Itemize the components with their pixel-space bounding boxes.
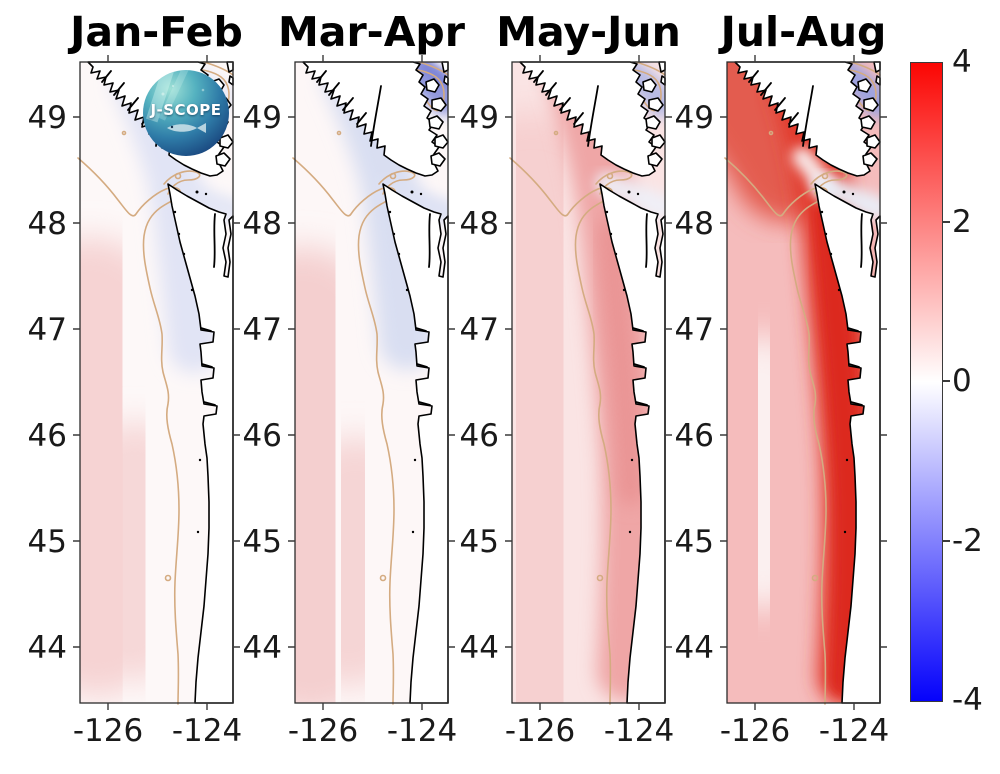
ytick-p4-47: 47	[674, 312, 714, 348]
ytick-p1-47: 47	[27, 312, 67, 348]
map-jan-feb	[72, 54, 241, 711]
map-panel-mar-apr	[287, 54, 456, 711]
colorbar-tick	[943, 380, 950, 382]
colorbar-label-n4: -4	[952, 682, 983, 718]
ytick-p4-46: 46	[674, 418, 714, 454]
xtick-p2-126: -126	[287, 713, 359, 749]
ytick-p2-49: 49	[242, 100, 282, 136]
xtick-p4-124: -124	[818, 713, 890, 749]
colorbar-label-0: 0	[952, 363, 972, 399]
ytick-p4-48: 48	[674, 206, 714, 242]
ytick-p3-46: 46	[459, 418, 499, 454]
ytick-p2-45: 45	[242, 524, 282, 560]
ytick-p3-49: 49	[459, 100, 499, 136]
map-mar-apr	[287, 54, 456, 711]
ytick-p4-49: 49	[674, 100, 714, 136]
map-jul-aug	[719, 54, 888, 711]
xtick-p3-124: -124	[603, 713, 675, 749]
panel-title-jul-aug: Jul-Aug	[720, 8, 887, 56]
ytick-p3-48: 48	[459, 206, 499, 242]
colorbar-label-4: 4	[952, 44, 972, 80]
colorbar-label-2: 2	[952, 204, 972, 240]
panel-title-may-jun: May-Jun	[496, 8, 681, 56]
ytick-p4-44: 44	[674, 630, 714, 666]
ytick-p2-44: 44	[242, 630, 282, 666]
ytick-p1-46: 46	[27, 418, 67, 454]
xtick-p2-124: -124	[386, 713, 458, 749]
ytick-p1-44: 44	[27, 630, 67, 666]
xtick-p4-126: -126	[719, 713, 791, 749]
map-panel-may-jun	[504, 54, 673, 711]
ytick-p3-44: 44	[459, 630, 499, 666]
map-may-jun	[504, 54, 673, 711]
xtick-p3-126: -126	[504, 713, 576, 749]
jscope-logo: J-SCOPE	[143, 70, 229, 156]
ytick-p3-47: 47	[459, 312, 499, 348]
logo-fish-icon	[161, 84, 206, 133]
colorbar-label-n2: -2	[952, 523, 983, 559]
ytick-p2-46: 46	[242, 418, 282, 454]
ytick-p1-48: 48	[27, 206, 67, 242]
ytick-p2-48: 48	[242, 206, 282, 242]
panel-title-mar-apr: Mar-Apr	[277, 8, 465, 56]
xtick-p1-126: -126	[72, 713, 144, 749]
map-panel-jan-feb	[72, 54, 241, 711]
colorbar-tick	[943, 540, 950, 542]
ytick-p1-45: 45	[27, 524, 67, 560]
map-panel-jul-aug	[719, 54, 888, 711]
logo-text: J-SCOPE	[150, 101, 222, 119]
xtick-p1-124: -124	[171, 713, 243, 749]
colorbar-tick	[943, 221, 950, 223]
ytick-p4-45: 45	[674, 524, 714, 560]
ytick-p1-49: 49	[27, 100, 67, 136]
ytick-p2-47: 47	[242, 312, 282, 348]
ytick-p3-45: 45	[459, 524, 499, 560]
colorbar	[910, 62, 943, 702]
panel-title-jan-feb: Jan-Feb	[70, 8, 243, 56]
